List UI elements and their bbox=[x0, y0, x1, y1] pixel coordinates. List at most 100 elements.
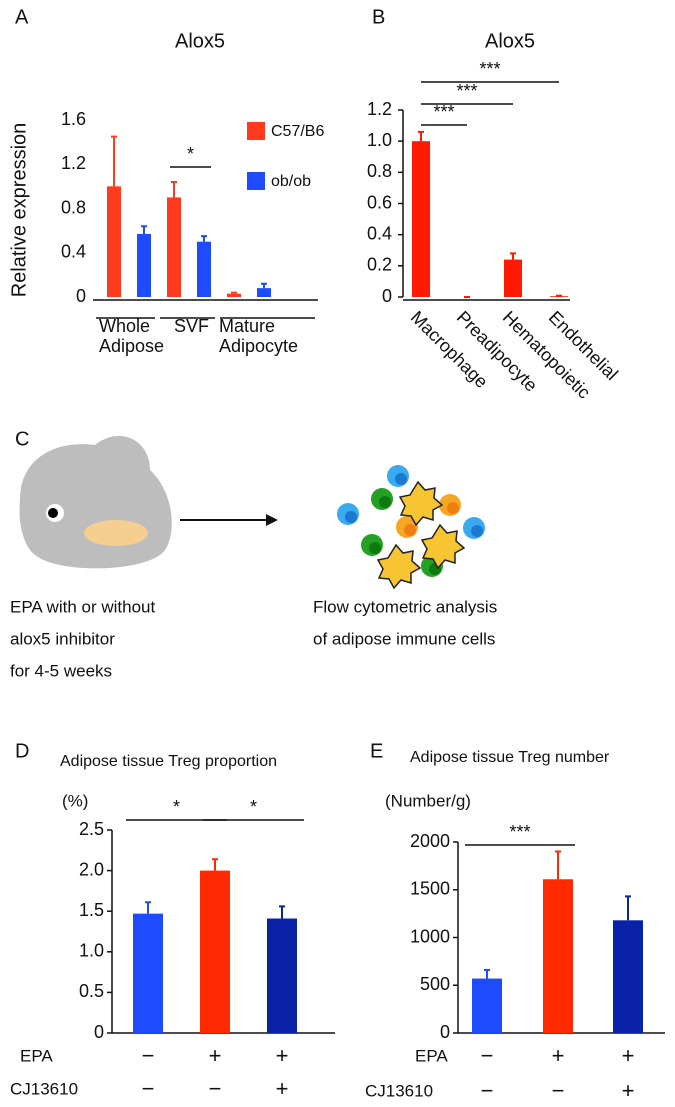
diagram-text: of adipose immune cells bbox=[313, 629, 495, 648]
y-tick-label: 0.2 bbox=[367, 255, 392, 275]
condition-value: + bbox=[276, 1076, 289, 1101]
panel-label: D bbox=[15, 740, 29, 762]
y-tick-label: 1.5 bbox=[79, 900, 104, 920]
x-tick-label: SVF bbox=[174, 316, 209, 336]
condition-name: EPA bbox=[415, 1046, 448, 1065]
y-tick-label: 0 bbox=[440, 1022, 450, 1042]
condition-value: − bbox=[142, 1076, 155, 1101]
condition-value: − bbox=[481, 1043, 494, 1068]
panel-label: B bbox=[372, 6, 385, 28]
error-bar bbox=[231, 291, 237, 294]
error-bar bbox=[484, 968, 490, 979]
condition-value: − bbox=[209, 1076, 222, 1101]
significance-label: *** bbox=[456, 81, 477, 101]
bar bbox=[133, 913, 163, 1033]
error-bar bbox=[111, 135, 117, 187]
arrow bbox=[180, 514, 278, 526]
y-tick-label: 1.2 bbox=[61, 153, 86, 173]
y-axis-label: (Number/g) bbox=[385, 791, 471, 810]
significance-label: * bbox=[250, 797, 257, 817]
error-bar bbox=[555, 850, 561, 880]
condition-name: EPA bbox=[20, 1046, 53, 1065]
x-tick-label: Mature bbox=[219, 316, 275, 336]
diagram-text: Flow cytometric analysis bbox=[313, 597, 497, 616]
condition-value: + bbox=[276, 1043, 289, 1068]
error-bar bbox=[201, 235, 207, 242]
panel-label: A bbox=[15, 6, 29, 28]
x-tick-label: Adipocyte bbox=[219, 336, 298, 356]
y-tick-label: 0 bbox=[382, 286, 392, 306]
immune-cells bbox=[337, 465, 485, 590]
condition-name: CJ13610 bbox=[10, 1079, 78, 1098]
y-axis-label: (%) bbox=[62, 791, 88, 810]
y-tick-label: 2000 bbox=[410, 831, 450, 851]
bar bbox=[472, 978, 502, 1033]
bar bbox=[197, 241, 211, 297]
y-tick-label: 0.4 bbox=[61, 242, 86, 262]
legend-label: C57/B6 bbox=[271, 123, 324, 140]
y-tick-label: 0 bbox=[94, 1022, 104, 1042]
chart-title: Adipose tissue Treg number bbox=[410, 749, 610, 766]
chart-title: Adipose tissue Treg proportion bbox=[60, 753, 277, 770]
panel-label: C bbox=[15, 428, 29, 450]
bar bbox=[412, 141, 430, 297]
error-bar bbox=[171, 180, 177, 198]
mouse-icon bbox=[19, 435, 172, 569]
y-axis-label: Relative expression bbox=[8, 123, 30, 298]
bar bbox=[200, 870, 230, 1033]
y-tick-label: 2.0 bbox=[79, 859, 104, 879]
condition-value: − bbox=[481, 1078, 494, 1103]
diagram-text: for 4-5 weeks bbox=[10, 661, 112, 680]
condition-value: − bbox=[142, 1043, 155, 1068]
diagram-text: EPA with or without bbox=[10, 597, 155, 616]
bar bbox=[257, 288, 271, 297]
x-tick-label: Adipose bbox=[99, 336, 164, 356]
chart-title: Alox5 bbox=[175, 30, 225, 52]
error-bar bbox=[212, 858, 218, 871]
y-tick-label: 1.2 bbox=[367, 99, 392, 119]
condition-value: + bbox=[552, 1043, 565, 1068]
y-tick-label: 1500 bbox=[410, 879, 450, 899]
condition-value: − bbox=[552, 1078, 565, 1103]
condition-value: + bbox=[209, 1043, 222, 1068]
y-tick-label: 0.8 bbox=[61, 197, 86, 217]
y-tick-label: 1000 bbox=[410, 926, 450, 946]
y-tick-label: 0.4 bbox=[367, 223, 392, 243]
chart-title: Alox5 bbox=[485, 30, 535, 52]
y-tick-label: 1.0 bbox=[367, 130, 392, 150]
significance-label: *** bbox=[479, 59, 500, 79]
significance-label: *** bbox=[433, 102, 454, 122]
bar bbox=[107, 186, 121, 297]
x-tick-label: Whole bbox=[99, 316, 150, 336]
error-bar bbox=[625, 895, 631, 921]
bar bbox=[227, 293, 241, 297]
significance-label: * bbox=[173, 797, 180, 817]
legend-swatch bbox=[247, 122, 265, 140]
bar bbox=[137, 233, 151, 297]
y-tick-label: 1.6 bbox=[61, 109, 86, 129]
condition-value: + bbox=[622, 1043, 635, 1068]
bar bbox=[167, 197, 181, 297]
error-bar bbox=[279, 905, 285, 919]
legend-swatch bbox=[247, 172, 265, 190]
significance-label: * bbox=[187, 144, 194, 164]
error-bar bbox=[141, 225, 147, 234]
panel-label: E bbox=[370, 740, 383, 762]
condition-name: CJ13610 bbox=[365, 1081, 433, 1100]
y-tick-label: 2.5 bbox=[79, 819, 104, 839]
y-tick-label: 0 bbox=[76, 286, 86, 306]
bar bbox=[613, 920, 643, 1033]
diagram-text: alox5 inhibitor bbox=[10, 629, 115, 648]
error-bar bbox=[418, 130, 424, 142]
legend-label: ob/ob bbox=[271, 173, 311, 190]
y-tick-label: 500 bbox=[420, 974, 450, 994]
error-bar bbox=[145, 901, 151, 914]
bar bbox=[543, 879, 573, 1033]
bar bbox=[504, 259, 522, 297]
y-tick-label: 0.5 bbox=[79, 981, 104, 1001]
y-tick-label: 0.6 bbox=[367, 192, 392, 212]
bar bbox=[267, 918, 297, 1033]
significance-label: *** bbox=[509, 822, 530, 842]
error-bar bbox=[510, 252, 516, 260]
